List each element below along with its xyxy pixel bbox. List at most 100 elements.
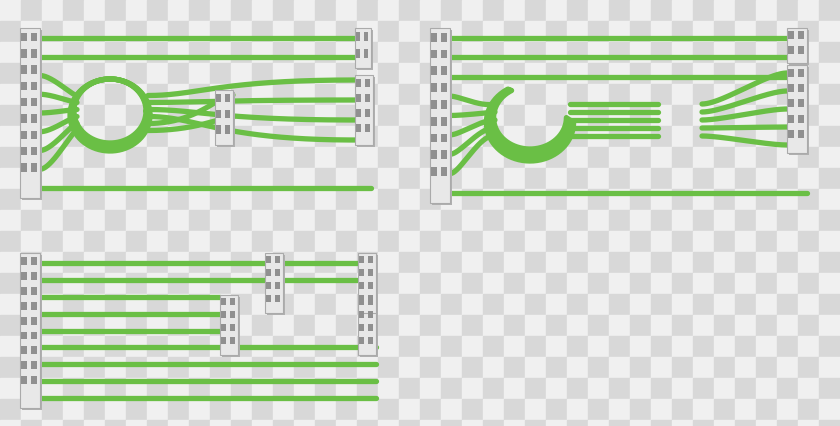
Bar (252, 252, 273, 273)
Bar (420, 210, 441, 231)
Bar (63, 189, 84, 210)
Bar (672, 126, 693, 147)
Bar (672, 336, 693, 357)
Bar (336, 63, 357, 84)
Bar (714, 0, 735, 21)
Bar (441, 147, 462, 168)
Bar (567, 399, 588, 420)
Bar (126, 0, 147, 21)
Bar (0, 168, 21, 189)
Bar (294, 168, 315, 189)
Bar (0, 231, 21, 252)
Bar (651, 21, 672, 42)
Bar (630, 0, 651, 21)
Bar (358, 295, 376, 355)
Bar (267, 255, 285, 315)
Bar (126, 21, 147, 42)
Bar (378, 231, 399, 252)
Bar (294, 357, 315, 378)
Bar (0, 84, 21, 105)
Bar (21, 273, 42, 294)
Bar (84, 126, 105, 147)
Bar (420, 189, 441, 210)
Bar (588, 273, 609, 294)
Bar (336, 315, 357, 336)
Bar (504, 84, 525, 105)
Bar (431, 66, 437, 75)
Bar (672, 0, 693, 21)
Bar (483, 189, 504, 210)
Bar (84, 147, 105, 168)
Bar (441, 21, 462, 42)
Bar (609, 210, 630, 231)
Bar (525, 42, 546, 63)
Bar (441, 49, 447, 58)
Bar (147, 294, 168, 315)
Bar (42, 189, 63, 210)
Bar (84, 294, 105, 315)
Bar (504, 189, 525, 210)
Bar (315, 147, 336, 168)
Bar (819, 105, 840, 126)
Bar (630, 336, 651, 357)
Bar (0, 126, 21, 147)
Bar (567, 252, 588, 273)
Bar (0, 378, 21, 399)
Bar (42, 126, 63, 147)
Bar (210, 21, 231, 42)
Bar (126, 126, 147, 147)
Bar (525, 168, 546, 189)
Bar (462, 357, 483, 378)
Bar (189, 231, 210, 252)
Bar (672, 105, 693, 126)
Bar (63, 105, 84, 126)
Bar (609, 189, 630, 210)
Bar (693, 84, 714, 105)
Bar (483, 147, 504, 168)
Bar (819, 42, 840, 63)
Bar (420, 315, 441, 336)
Bar (63, 147, 84, 168)
Bar (315, 231, 336, 252)
Bar (147, 168, 168, 189)
Bar (441, 126, 462, 147)
Bar (378, 357, 399, 378)
Bar (315, 315, 336, 336)
Bar (220, 295, 238, 355)
Bar (266, 295, 271, 302)
Bar (441, 150, 447, 159)
Bar (31, 331, 37, 340)
Bar (798, 130, 804, 138)
Bar (230, 298, 235, 305)
Bar (357, 30, 373, 70)
Bar (42, 105, 63, 126)
Bar (735, 357, 756, 378)
Bar (365, 94, 370, 102)
Bar (399, 84, 420, 105)
Bar (777, 378, 798, 399)
Bar (168, 147, 189, 168)
Bar (777, 0, 798, 21)
Bar (546, 420, 567, 426)
Bar (357, 63, 378, 84)
Bar (21, 331, 27, 340)
Bar (504, 0, 525, 21)
Bar (630, 294, 651, 315)
Bar (31, 317, 37, 325)
Bar (441, 133, 447, 142)
Bar (189, 147, 210, 168)
Bar (651, 294, 672, 315)
Bar (21, 105, 42, 126)
Bar (84, 63, 105, 84)
Bar (126, 189, 147, 210)
Bar (147, 0, 168, 21)
Bar (357, 399, 378, 420)
Bar (672, 420, 693, 426)
Bar (546, 273, 567, 294)
Bar (819, 231, 840, 252)
Bar (126, 42, 147, 63)
Bar (368, 298, 373, 305)
Bar (126, 168, 147, 189)
Bar (399, 147, 420, 168)
Bar (420, 105, 441, 126)
